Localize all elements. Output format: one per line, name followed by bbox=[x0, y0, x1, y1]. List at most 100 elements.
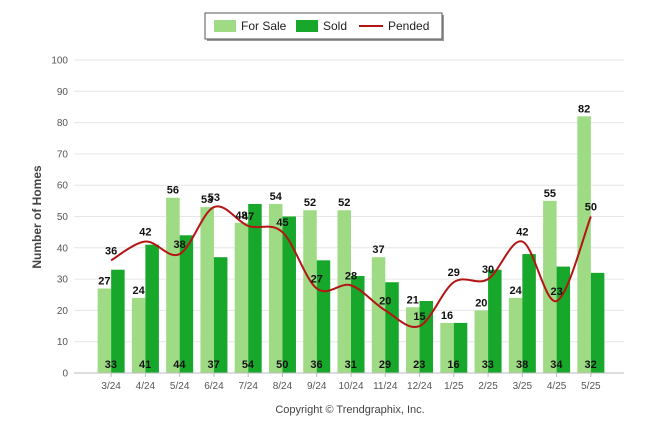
data-label-pended: 53 bbox=[208, 192, 220, 204]
bar-for-sale bbox=[440, 322, 454, 373]
x-tick-label: 12/24 bbox=[407, 381, 432, 392]
y-tick-label: 100 bbox=[51, 56, 68, 67]
y-axis-ticks: 0 10 20 30 40 50 60 70 80 90 100 bbox=[51, 56, 68, 380]
x-tick-label: 2/25 bbox=[478, 381, 498, 392]
data-label-pended: 38 bbox=[174, 239, 186, 251]
bar-for-sale bbox=[268, 203, 283, 373]
bar-sold bbox=[556, 266, 571, 373]
data-label-sold: 38 bbox=[516, 359, 528, 371]
data-label-pended: 23 bbox=[550, 286, 562, 298]
x-axis-ticks: 3/24 4/24 5/24 6/24 7/24 8/24 9/24 10/24 11/24 12… bbox=[101, 373, 601, 392]
x-tick-label: 8/24 bbox=[273, 381, 293, 392]
x-tick-label: 4/24 bbox=[136, 381, 156, 392]
bar-sold bbox=[248, 203, 262, 373]
y-tick-label: 70 bbox=[57, 149, 69, 160]
bars bbox=[97, 116, 605, 373]
bar-for-sale bbox=[474, 310, 489, 373]
pended-line-group bbox=[110, 205, 592, 328]
y-tick-label: 60 bbox=[57, 181, 69, 192]
x-tick-label: 11/24 bbox=[373, 381, 398, 392]
x-tick-label: 9/24 bbox=[307, 381, 327, 392]
data-label-for-sale: 48 bbox=[235, 210, 247, 222]
data-label-pended: 27 bbox=[311, 273, 323, 285]
y-axis-title: Number of Homes bbox=[30, 165, 44, 269]
legend-label-sold: Sold bbox=[323, 19, 347, 33]
data-label-for-sale: 24 bbox=[133, 285, 146, 297]
bar-for-sale bbox=[406, 307, 420, 373]
y-tick-label: 20 bbox=[57, 306, 69, 317]
data-label-for-sale: 16 bbox=[441, 310, 453, 322]
bar-sold bbox=[419, 301, 434, 373]
bar-sold bbox=[213, 257, 228, 373]
x-tick-label: 5/24 bbox=[170, 381, 190, 392]
legend-box bbox=[204, 12, 443, 40]
bar-sold bbox=[316, 260, 331, 373]
data-label-sold: 36 bbox=[310, 359, 322, 371]
data-label-sold: 23 bbox=[413, 359, 425, 371]
data-label-sold: 16 bbox=[447, 359, 459, 371]
y-tick-label: 0 bbox=[62, 369, 68, 380]
data-label-for-sale: 56 bbox=[167, 185, 179, 197]
bar-for-sale bbox=[97, 288, 112, 373]
pended-line bbox=[110, 205, 592, 328]
x-tick-label: 6/24 bbox=[204, 381, 224, 392]
bar-for-sale bbox=[371, 257, 386, 373]
bar-for-sale bbox=[577, 116, 591, 373]
data-label-sold: 44 bbox=[173, 359, 186, 371]
bar-for-sale bbox=[543, 200, 557, 373]
x-tick-label: 5/25 bbox=[581, 381, 601, 392]
y-tick-label: 50 bbox=[57, 212, 69, 223]
data-label-pended: 42 bbox=[139, 227, 151, 239]
bar-sold bbox=[351, 275, 365, 373]
data-label-pended: 29 bbox=[448, 267, 460, 279]
data-label-pended: 45 bbox=[276, 217, 288, 229]
legend-swatch-sold bbox=[296, 20, 318, 32]
y-tick-label: 30 bbox=[57, 275, 69, 286]
data-label-for-sale: 53 bbox=[201, 194, 213, 206]
y-tick-label: 10 bbox=[57, 337, 69, 348]
data-label-sold: 31 bbox=[345, 359, 357, 371]
bar-sold bbox=[522, 254, 536, 373]
x-tick-label: 3/24 bbox=[101, 381, 121, 392]
data-label-sold: 29 bbox=[379, 359, 391, 371]
bar-sold bbox=[179, 235, 194, 373]
y-tick-label: 90 bbox=[57, 87, 69, 98]
data-label-for-sale: 37 bbox=[372, 244, 384, 256]
data-label-pended: 28 bbox=[345, 270, 357, 282]
data-label-pended: 30 bbox=[482, 264, 494, 276]
bar-for-sale bbox=[337, 210, 351, 373]
x-tick-label: 3/25 bbox=[513, 381, 533, 392]
data-label-pended: 20 bbox=[379, 295, 391, 307]
x-tick-label: 1/25 bbox=[444, 381, 464, 392]
data-label-sold: 32 bbox=[584, 359, 596, 371]
data-label-pended: 36 bbox=[105, 245, 117, 257]
data-label-sold: 34 bbox=[550, 359, 563, 371]
data-label-pended: 47 bbox=[242, 211, 254, 223]
data-label-sold: 41 bbox=[139, 359, 151, 371]
bar-for-sale bbox=[234, 222, 249, 373]
bar-sold bbox=[385, 282, 399, 373]
data-label-for-sale: 20 bbox=[475, 297, 487, 309]
bar-sold bbox=[282, 216, 296, 373]
x-tick-label: 7/24 bbox=[238, 381, 258, 392]
data-label-for-sale: 27 bbox=[98, 275, 110, 287]
bar-sold bbox=[453, 322, 468, 373]
data-label-for-sale: 24 bbox=[509, 285, 522, 297]
bar-for-sale bbox=[508, 297, 523, 373]
data-label-sold: 54 bbox=[242, 359, 255, 371]
data-label-for-sale: 54 bbox=[270, 191, 283, 203]
bar-for-sale bbox=[131, 297, 146, 373]
data-label-pended: 42 bbox=[516, 227, 528, 239]
legend-label-for-sale: For Sale bbox=[241, 19, 287, 33]
data-label-for-sale: 55 bbox=[544, 188, 556, 200]
x-tick-label: 10/24 bbox=[338, 381, 363, 392]
bar-sold bbox=[488, 269, 502, 373]
data-label-sold: 33 bbox=[482, 359, 494, 371]
y-tick-label: 80 bbox=[57, 118, 69, 129]
bar-sold bbox=[590, 272, 605, 373]
data-label-for-sale: 52 bbox=[338, 197, 350, 209]
bar-sold bbox=[111, 269, 125, 373]
bar-sold bbox=[145, 244, 159, 373]
data-label-pended: 15 bbox=[413, 311, 425, 323]
